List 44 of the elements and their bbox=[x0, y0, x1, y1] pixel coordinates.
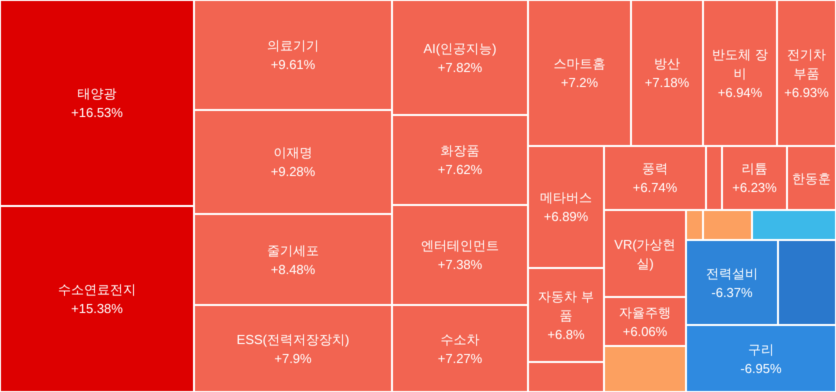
category-label: ESS(전력저장장치) bbox=[236, 330, 350, 348]
category-label: 의료기기 bbox=[267, 37, 319, 55]
data-label: +7.2% bbox=[560, 74, 600, 92]
data-label: +6.23% bbox=[732, 179, 777, 197]
category-label: 전기차 부품 bbox=[786, 46, 827, 82]
category-label: 반도체 장비 bbox=[711, 46, 769, 82]
category-label: 방산 bbox=[652, 55, 681, 73]
data-label: +6.89% bbox=[542, 208, 590, 226]
category-label: 구리 bbox=[746, 340, 775, 358]
category-label: 스마트홈 bbox=[554, 55, 606, 73]
data-label: +7.18% bbox=[644, 74, 690, 92]
data-label: +9.61% bbox=[270, 56, 316, 74]
category-label: 자율주행 bbox=[619, 304, 671, 322]
category-label: 태양광 bbox=[76, 85, 118, 103]
data-label: +6.74% bbox=[632, 179, 678, 197]
category-label: 리튬 bbox=[740, 160, 768, 178]
category-label: 이재명 bbox=[272, 144, 314, 162]
data-label: +6.94% bbox=[716, 84, 764, 102]
category-label: AI(인공지능) bbox=[424, 40, 496, 58]
data-label: +6.06% bbox=[622, 322, 668, 340]
data-label: +7.27% bbox=[438, 350, 482, 368]
category-label: 자동차 부품 bbox=[537, 288, 595, 324]
category-label: 수소연료전지 bbox=[58, 281, 136, 299]
category-label: 엔터테인먼트 bbox=[421, 237, 499, 255]
data-label: +8.48% bbox=[270, 260, 316, 278]
data-label: +15.38% bbox=[70, 300, 124, 318]
data-label: +9.28% bbox=[270, 163, 316, 181]
category-label: 수소차 bbox=[439, 330, 480, 348]
data-label: +7.62% bbox=[438, 161, 482, 179]
data-label: +16.53% bbox=[71, 104, 123, 122]
category-label: 한동훈 bbox=[792, 170, 831, 188]
category-label: 풍력 bbox=[640, 160, 669, 178]
data-label: -6.95% bbox=[740, 360, 782, 378]
category-label: VR(가상현실) bbox=[613, 236, 677, 272]
data-label: +7.82% bbox=[436, 58, 484, 76]
category-label: 줄기세포 bbox=[267, 242, 319, 260]
data-label: +7.9% bbox=[273, 350, 313, 368]
data-label: -6.37% bbox=[710, 284, 754, 302]
data-label: +7.38% bbox=[436, 256, 484, 274]
category-label: 화장품 bbox=[439, 142, 480, 160]
category-label: 메타버스 bbox=[540, 189, 592, 207]
data-label: +6.93% bbox=[783, 84, 830, 102]
data-label: +6.8% bbox=[546, 326, 586, 344]
category-label: 전력설비 bbox=[706, 264, 758, 282]
